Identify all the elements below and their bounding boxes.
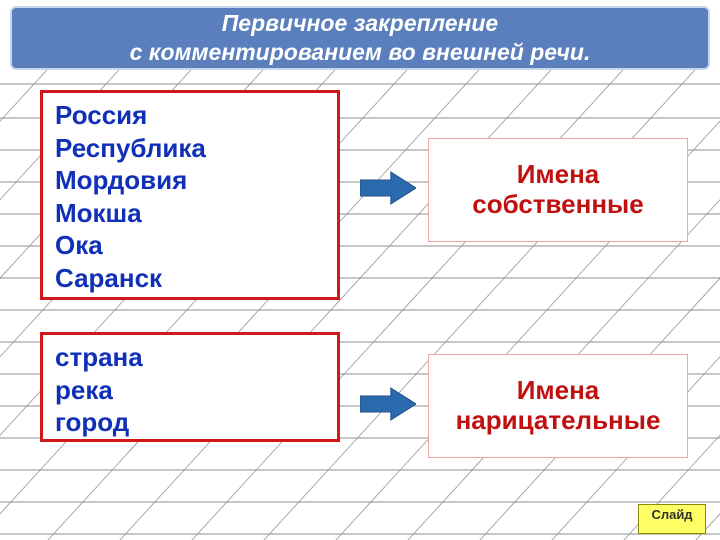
header-line1: Первичное закрепление xyxy=(12,9,708,38)
word-item: Мордовия xyxy=(55,164,325,197)
header-line2: с комментированием во внешней речи. xyxy=(12,38,708,67)
common-nouns-label: Имена нарицательные xyxy=(428,354,688,458)
word-item: город xyxy=(55,406,325,439)
proper-nouns-box: РоссияРеспубликаМордовияМокшаОкаСаранск xyxy=(40,90,340,300)
word-item: река xyxy=(55,374,325,407)
slide-number-badge: Слайд xyxy=(638,504,706,534)
word-item: Ока xyxy=(55,229,325,262)
word-item: Саранск xyxy=(55,262,325,295)
label-text: Имена собственные xyxy=(429,160,687,220)
arrow-icon xyxy=(360,168,416,208)
word-item: страна xyxy=(55,341,325,374)
common-nouns-box: странарекагород xyxy=(40,332,340,442)
word-item: Мокша xyxy=(55,197,325,230)
slide-number-text: Слайд xyxy=(651,507,692,522)
proper-nouns-label: Имена собственные xyxy=(428,138,688,242)
arrow-icon xyxy=(360,384,416,424)
slide-header: Первичное закрепление с комментированием… xyxy=(10,6,710,70)
slide: Первичное закрепление с комментированием… xyxy=(0,0,720,540)
word-item: Россия xyxy=(55,99,325,132)
word-item: Республика xyxy=(55,132,325,165)
label-text: Имена нарицательные xyxy=(429,376,687,436)
